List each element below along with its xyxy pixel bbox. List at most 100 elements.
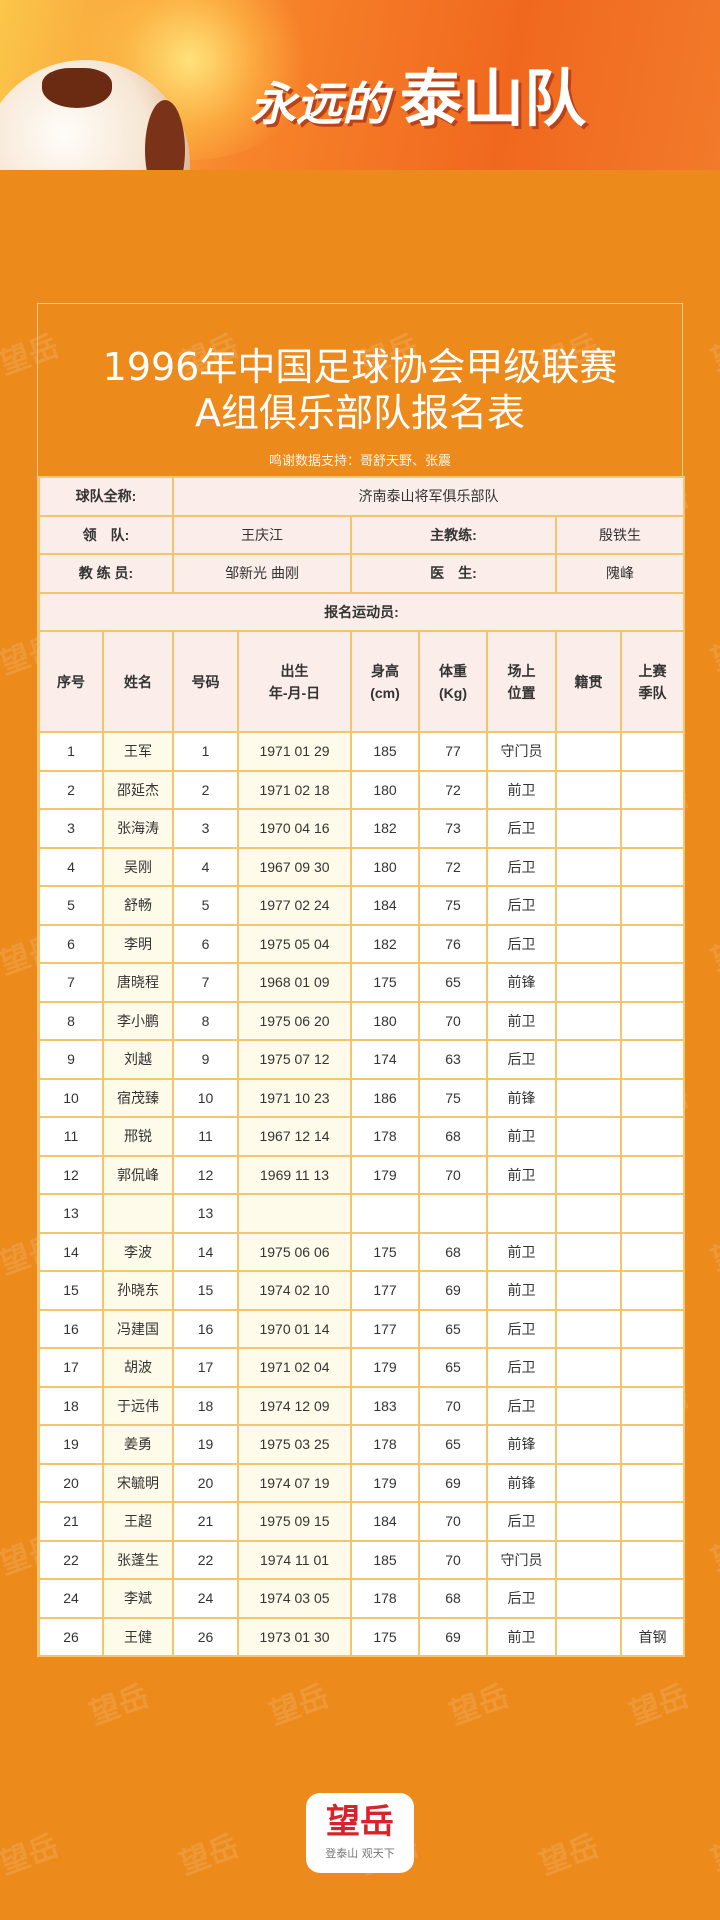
table-cell xyxy=(555,808,623,849)
app-logo: 望岳 登泰山 观天下 xyxy=(306,1793,414,1873)
table-cell: 186 xyxy=(350,1077,421,1118)
table-cell: 王健 xyxy=(101,1616,175,1657)
table-cell xyxy=(555,1616,623,1657)
table-cell: 179 xyxy=(350,1347,421,1388)
head-coach-label: 主教练: xyxy=(350,514,558,555)
table-cell: 16 xyxy=(172,1308,240,1349)
table-cell: 11 xyxy=(172,1116,240,1157)
table-cell xyxy=(555,962,623,1003)
table-cell xyxy=(620,1424,686,1465)
table-cell: 175 xyxy=(350,1231,421,1272)
leader-row: 领 队: 王庆江 主教练: 殷铁生 xyxy=(37,514,686,555)
table-cell: 9 xyxy=(172,1039,240,1080)
team-name-row: 球队全称: 济南泰山将军俱乐部队 xyxy=(37,476,686,517)
table-cell: 后卫 xyxy=(486,1308,558,1349)
watermark: 望岳 xyxy=(0,1828,64,1882)
table-cell: 1973 01 30 xyxy=(237,1616,353,1657)
table-cell: 10 xyxy=(172,1077,240,1118)
table-cell: 184 xyxy=(350,1501,421,1542)
table-cell: 179 xyxy=(350,1462,421,1503)
table-cell: 175 xyxy=(350,1616,421,1657)
title-area: 1996年中国足球协会甲级联赛 A组俱乐部队报名表 鸣谢数据支持：哥舒天野、张震 xyxy=(38,304,682,476)
table-cell xyxy=(555,1539,623,1580)
players-label-row: 报名运动员: xyxy=(37,591,686,632)
table-cell xyxy=(555,731,623,772)
table-cell: 后卫 xyxy=(486,846,558,887)
table-cell xyxy=(620,1000,686,1041)
column-header: 体重 (Kg) xyxy=(418,630,489,733)
table-cell xyxy=(101,1193,175,1234)
table-cell xyxy=(555,769,623,810)
table-cell: 李波 xyxy=(101,1231,175,1272)
head-coach-value: 殷铁生 xyxy=(555,514,686,555)
table-cell xyxy=(620,962,686,1003)
table-cell: 65 xyxy=(418,1347,489,1388)
table-cell xyxy=(620,1039,686,1080)
table-cell: 68 xyxy=(418,1578,489,1619)
table-cell xyxy=(620,1231,686,1272)
table-cell: 63 xyxy=(418,1039,489,1080)
table-cell: 前卫 xyxy=(486,1231,558,1272)
table-cell: 13 xyxy=(172,1193,240,1234)
table-cell: 65 xyxy=(418,962,489,1003)
table-cell: 21 xyxy=(172,1501,240,1542)
doctor-value: 隗峰 xyxy=(555,553,686,594)
table-row: 9 刘越 9 1975 07 12 174 63 后卫 xyxy=(38,1039,686,1080)
table-cell: 17 xyxy=(172,1347,240,1388)
table-cell: 70 xyxy=(418,1501,489,1542)
table-cell: 185 xyxy=(350,1539,421,1580)
table-cell: 前卫 xyxy=(486,1616,558,1657)
table-cell: 宋毓明 xyxy=(101,1462,175,1503)
table-cell: 李斌 xyxy=(101,1578,175,1619)
table-cell: 26 xyxy=(38,1616,104,1657)
watermark: 望岳 xyxy=(445,1678,514,1732)
table-cell xyxy=(555,1000,623,1041)
table-cell: 12 xyxy=(172,1154,240,1195)
table-cell: 后卫 xyxy=(486,1385,558,1426)
watermark: 望岳 xyxy=(85,1678,154,1732)
table-cell xyxy=(620,1501,686,1542)
table-cell: 70 xyxy=(418,1000,489,1041)
table-row: 7 唐晓程 7 1968 01 09 175 65 前锋 xyxy=(38,962,686,1003)
table-cell: 75 xyxy=(418,1077,489,1118)
table-row: 10 宿茂臻 10 1971 10 23 186 75 前锋 xyxy=(38,1077,686,1118)
table-cell xyxy=(555,846,623,887)
table-cell: 19 xyxy=(38,1424,104,1465)
table-cell: 张海涛 xyxy=(101,808,175,849)
table-cell xyxy=(555,923,623,964)
credit-line: 鸣谢数据支持：哥舒天野、张震 xyxy=(268,454,451,469)
table-cell: 175 xyxy=(350,962,421,1003)
table-cell: 1967 12 14 xyxy=(237,1116,353,1157)
table-cell: 4 xyxy=(38,846,104,887)
table-cell: 1968 01 09 xyxy=(237,962,353,1003)
table-cell: 1967 09 30 xyxy=(237,846,353,887)
table-cell xyxy=(555,1039,623,1080)
table-cell: 7 xyxy=(38,962,104,1003)
table-cell: 1974 03 05 xyxy=(237,1578,353,1619)
table-cell: 69 xyxy=(418,1616,489,1657)
table-cell xyxy=(555,1116,623,1157)
table-cell: 前卫 xyxy=(486,1270,558,1311)
table-cell xyxy=(620,1308,686,1349)
coaches-label: 教 练 员: xyxy=(37,553,175,594)
table-cell: 182 xyxy=(350,923,421,964)
table-cell: 177 xyxy=(350,1308,421,1349)
table-cell: 5 xyxy=(172,885,240,926)
table-cell: 张蓬生 xyxy=(101,1539,175,1580)
table-row: 17 胡波 17 1971 02 04 179 65 后卫 xyxy=(38,1347,686,1388)
table-cell: 守门员 xyxy=(486,731,558,772)
table-cell: 前锋 xyxy=(486,962,558,1003)
table-cell xyxy=(555,1424,623,1465)
table-cell: 184 xyxy=(350,885,421,926)
table-cell xyxy=(555,1501,623,1542)
table-cell: 22 xyxy=(38,1539,104,1580)
table-cell: 前卫 xyxy=(486,1000,558,1041)
table-cell xyxy=(620,1385,686,1426)
column-header: 姓名 xyxy=(101,630,175,733)
table-cell xyxy=(620,923,686,964)
table-cell: 26 xyxy=(172,1616,240,1657)
table-cell xyxy=(418,1193,489,1234)
table-cell: 后卫 xyxy=(486,885,558,926)
logo-tagline: 登泰山 观天下 xyxy=(325,1847,395,1860)
table-cell xyxy=(620,1578,686,1619)
